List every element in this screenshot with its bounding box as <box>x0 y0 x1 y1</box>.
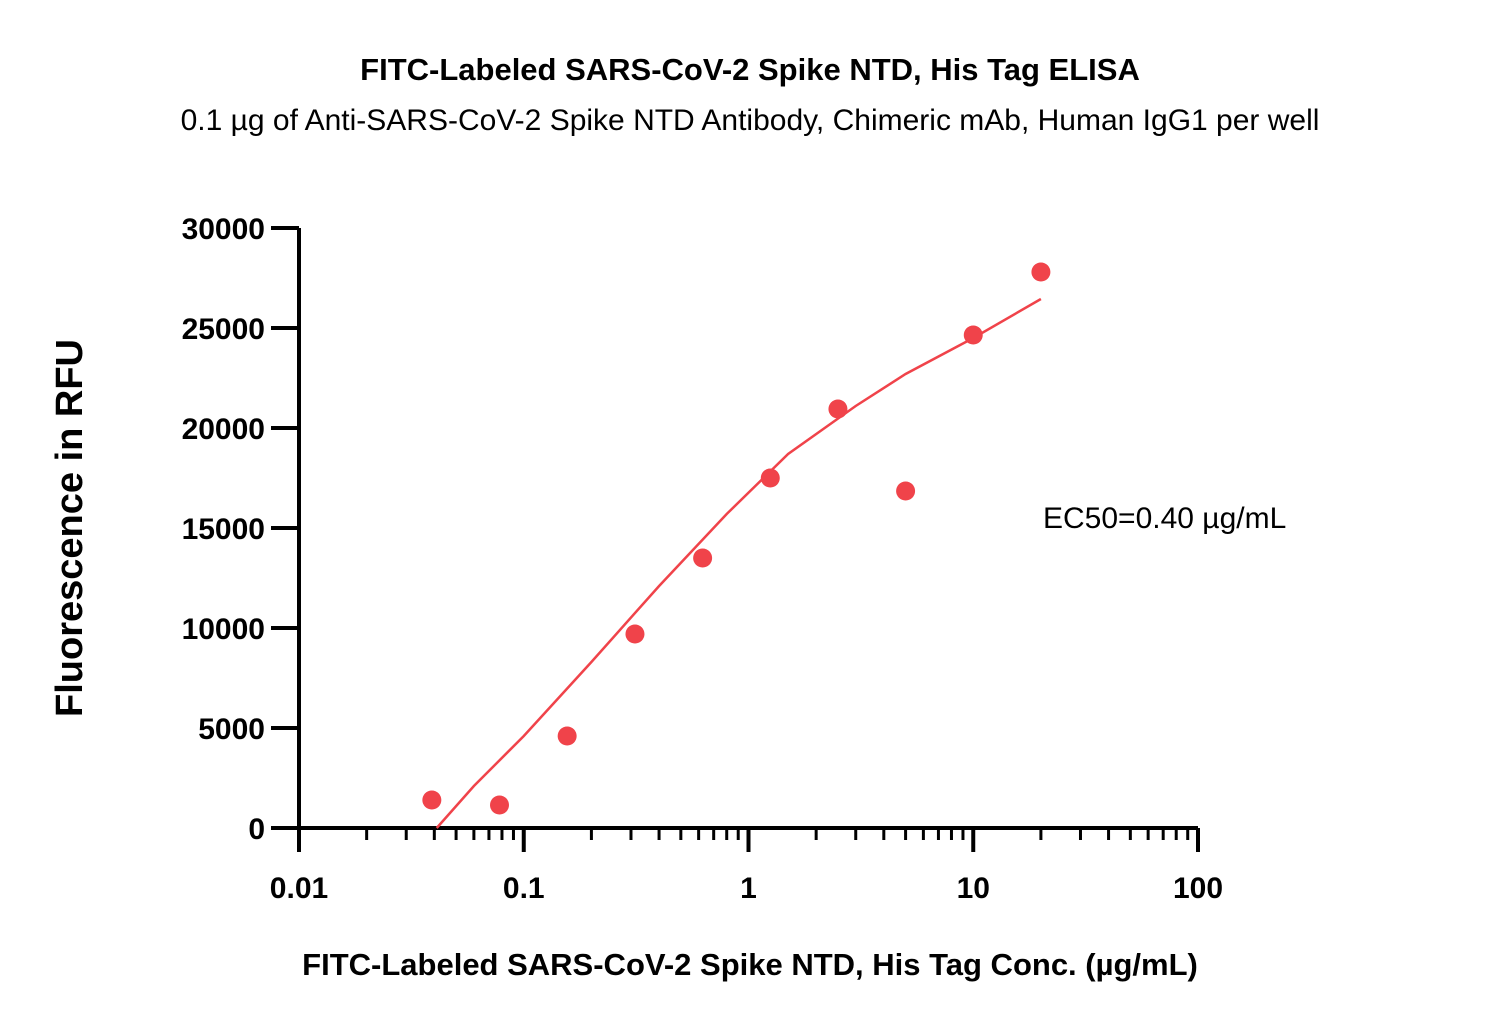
data-point <box>760 468 780 488</box>
x-tick-label: 10 <box>957 872 990 905</box>
chart-subtitle: 0.1 µg of Anti-SARS-CoV-2 Spike NTD Anti… <box>181 104 1320 137</box>
y-tick-label: 10000 <box>182 613 265 646</box>
data-point <box>625 624 645 644</box>
x-tick-label: 0.01 <box>270 872 328 905</box>
data-point <box>963 325 983 345</box>
y-axis-ticks: 0 5000 10000 15000 20000 25000 30000 <box>182 213 299 846</box>
y-tick-label: 0 <box>248 813 265 846</box>
plot-marks <box>422 262 1051 829</box>
data-point <box>1031 262 1051 282</box>
data-point <box>557 726 577 746</box>
ec50-annotation: EC50=0.40 µg/mL <box>1043 502 1286 535</box>
data-point <box>489 795 509 815</box>
fit-curve <box>435 297 1042 829</box>
data-point <box>828 399 848 419</box>
x-tick-label: 0.1 <box>503 872 545 905</box>
x-axis-label: FITC-Labeled SARS-CoV-2 Spike NTD, His T… <box>302 947 1198 982</box>
chart-title: FITC-Labeled SARS-CoV-2 Spike NTD, His T… <box>360 52 1140 87</box>
y-tick-label: 30000 <box>182 213 265 246</box>
y-axis-label: Fluorescence in RFU <box>49 339 91 717</box>
data-point <box>422 790 442 810</box>
y-tick-label: 5000 <box>198 713 265 746</box>
y-tick-label: 20000 <box>182 413 265 446</box>
x-tick-label: 1 <box>740 872 757 905</box>
data-point <box>693 548 713 568</box>
x-tick-label: 100 <box>1173 872 1223 905</box>
data-point <box>896 481 916 501</box>
y-tick-label: 25000 <box>182 313 265 346</box>
y-tick-label: 15000 <box>182 513 265 546</box>
x-axis-ticks: 0.01 0.1 1 10 100 <box>270 828 1223 905</box>
